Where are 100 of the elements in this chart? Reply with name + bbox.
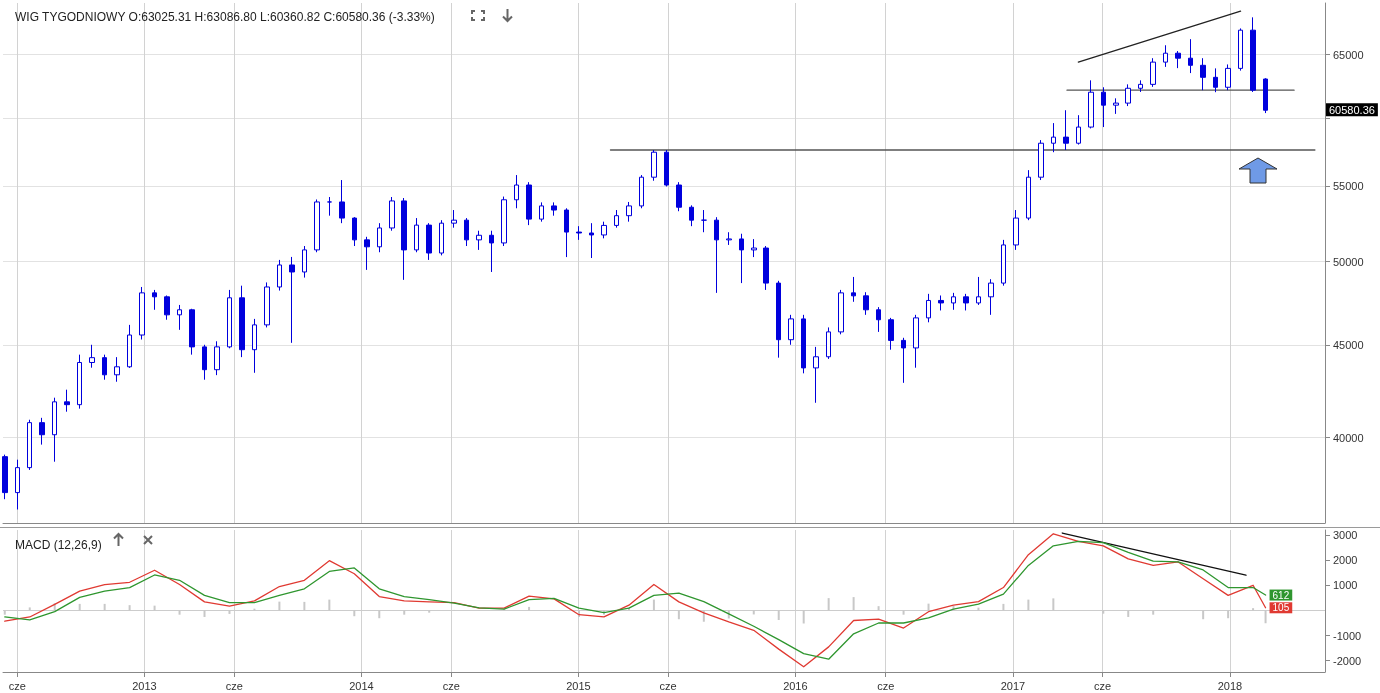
candlestick: [27, 419, 32, 471]
candlestick: [526, 181, 532, 226]
candlestick: [1213, 67, 1218, 93]
candlestick: [202, 344, 207, 381]
candlestick: [401, 197, 407, 281]
candlestick: [751, 238, 757, 258]
candlestick: [39, 417, 45, 446]
candlestick: [801, 314, 806, 374]
candlestick: [489, 230, 494, 273]
candlestick: [739, 233, 744, 284]
x-tick-label: 2018: [1217, 679, 1243, 692]
x-tick-label: cze: [225, 679, 243, 692]
text: MACD (12,26,9): [15, 538, 102, 552]
candlestick: [851, 276, 856, 303]
text: WIG TYGODNIOWY O:63025.31 H:63086.80 L:60360.82 C:60580.36 (-3.33%): [15, 10, 435, 24]
candlestick: [551, 201, 557, 217]
candlestick: [1026, 169, 1031, 221]
candlestick: [1038, 139, 1044, 181]
candlestick: [1150, 57, 1156, 88]
candlestick: [264, 281, 270, 328]
x-tick-label: 2016: [783, 679, 808, 692]
candlestick: [1138, 79, 1143, 93]
candlestick: [1163, 44, 1168, 68]
candlestick: [15, 459, 20, 510]
candlestick: [788, 314, 794, 346]
x-tick-label: 2017: [1000, 679, 1026, 692]
candlestick: [539, 201, 544, 223]
candlestick: [339, 179, 345, 224]
candlestick: [863, 291, 869, 316]
candlestick: [976, 276, 981, 306]
candlestick: [1101, 86, 1106, 128]
candlestick: [389, 196, 395, 232]
candlestick: [1001, 239, 1006, 287]
candlestick: [1125, 83, 1131, 107]
y-tick-label: 1000: [1333, 579, 1358, 592]
candlestick: [239, 285, 245, 358]
candlestick: [701, 209, 707, 233]
candlestick: [451, 209, 457, 229]
x-tick-label: 2014: [349, 679, 374, 692]
candlestick: [576, 225, 582, 241]
text: 60580.36: [1329, 103, 1375, 116]
y-tick-label: 65000: [1333, 48, 1364, 61]
candlestick: [913, 314, 919, 369]
candlestick: [626, 201, 632, 223]
y-tick-label: 2000: [1333, 554, 1358, 567]
candlestick: [1063, 109, 1069, 151]
candlestick: [639, 174, 644, 209]
candlestick: [763, 245, 769, 291]
candlestick: [439, 219, 444, 256]
candlestick: [938, 295, 944, 311]
candlestick: [352, 216, 357, 247]
candlestick: [564, 207, 569, 258]
candlestick: [127, 324, 132, 369]
candlestick: [951, 292, 956, 311]
x-tick-label: cze: [8, 679, 26, 692]
candlestick: [302, 245, 307, 279]
candlestick: [64, 389, 70, 413]
candlestick: [776, 280, 781, 359]
candlestick: [876, 306, 881, 333]
candlestick: [1188, 38, 1193, 74]
y-tick-label: 40000: [1333, 431, 1364, 444]
candlestick: [1013, 209, 1019, 251]
candlestick: [676, 181, 682, 212]
x-tick-label: cze: [442, 679, 460, 692]
candlestick: [314, 198, 320, 253]
x-tick-label: cze: [659, 679, 677, 692]
candlestick: [214, 340, 220, 376]
candlestick: [364, 236, 370, 271]
candlestick: [327, 196, 332, 217]
candlestick: [826, 326, 831, 360]
candlestick: [614, 209, 619, 229]
x-tick-label: cze: [877, 679, 895, 692]
candlestick: [664, 149, 669, 187]
y-tick-label: 50000: [1333, 255, 1364, 268]
candlestick: [514, 174, 519, 209]
candlestick: [1225, 63, 1231, 91]
candlestick: [464, 217, 469, 247]
candlestick: [589, 222, 594, 259]
data-label: 105: [1272, 602, 1290, 614]
candlestick: [289, 256, 295, 344]
candlestick: [89, 344, 95, 369]
candlestick: [426, 222, 432, 261]
candlestick: [1113, 97, 1119, 115]
candlestick: [1175, 50, 1181, 69]
candlestick: [189, 308, 195, 356]
candlestick: [1200, 57, 1206, 91]
candlestick: [901, 337, 906, 384]
data-label: 612: [1272, 589, 1290, 601]
candlestick: [689, 204, 694, 227]
x-tick-label: 2013: [132, 679, 157, 692]
candlestick: [164, 295, 170, 321]
candlestick: [139, 286, 145, 341]
candlestick: [651, 149, 657, 182]
candlestick: [501, 196, 507, 247]
y-tick-label: 45000: [1333, 338, 1364, 351]
y-tick-label: 55000: [1333, 180, 1364, 193]
candlestick: [1263, 77, 1268, 114]
candlestick: [988, 278, 994, 316]
candlestick: [601, 221, 607, 239]
candlestick: [926, 293, 931, 323]
